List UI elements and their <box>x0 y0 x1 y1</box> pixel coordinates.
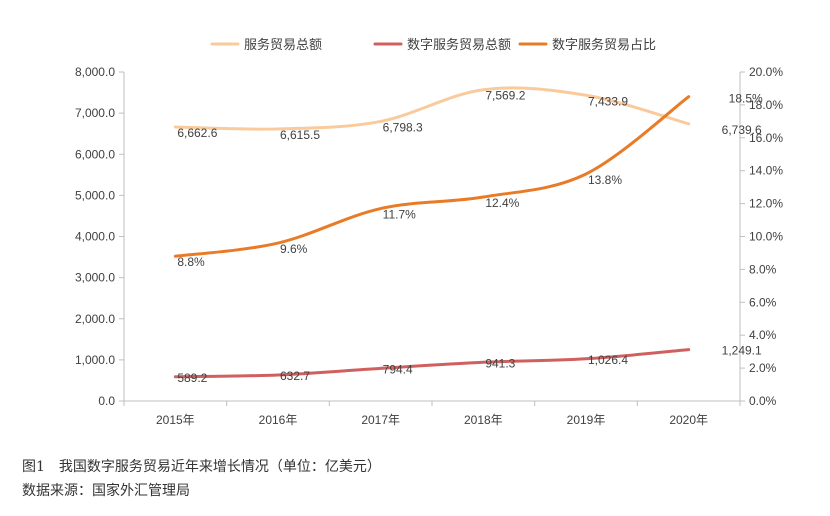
legend-label: 数字服务贸易总额 <box>407 37 511 52</box>
right-y-tick-label: 0.0% <box>749 394 777 408</box>
x-tick-label: 2016年 <box>259 413 298 427</box>
x-tick-label: 2017年 <box>361 413 400 427</box>
left-y-tick-label: 5,000.0 <box>75 188 115 202</box>
figure-number: 图1 <box>22 459 45 475</box>
data-label: 6,739.6 <box>722 123 762 137</box>
x-tick-label: 2015年 <box>156 413 195 427</box>
left-y-tick-label: 3,000.0 <box>75 271 115 285</box>
data-label: 12.4% <box>485 196 519 210</box>
left-y-tick-label: 8,000.0 <box>75 65 115 79</box>
data-label: 6,798.3 <box>383 120 423 134</box>
line-chart: 0.0 1,000.0 2,000.0 3,000.0 4,000.0 5,000.0 6,… <box>75 37 783 427</box>
right-y-tick-label: 14.0% <box>749 164 783 178</box>
data-label: 632.7 <box>280 369 310 383</box>
left-y-tick-label: 1,000.0 <box>75 353 115 367</box>
left-y-tick-label: 7,000.0 <box>75 106 115 120</box>
data-label: 7,433.9 <box>588 94 628 108</box>
right-y-tick-label: 6.0% <box>749 295 777 309</box>
right-y-tick-label: 2.0% <box>749 361 777 375</box>
data-label: 11.7% <box>383 208 416 222</box>
right-y-tick-label: 16.0% <box>749 131 783 145</box>
left-y-tick-label: 2,000.0 <box>75 312 115 326</box>
right-y-tick-label: 18.0% <box>749 98 783 112</box>
x-tick-label: 2020年 <box>669 413 708 427</box>
legend-label: 服务贸易总额 <box>244 37 322 52</box>
x-tick-label: 2018年 <box>464 413 503 427</box>
data-label: 6,662.6 <box>177 126 217 140</box>
data-label: 941.3 <box>485 356 515 370</box>
figure-title: 我国数字服务贸易近年来增长情况（单位：亿美元） <box>58 459 381 475</box>
data-label: 9.6% <box>280 242 308 256</box>
left-y-tick-label: 0.0 <box>98 394 115 408</box>
data-label: 13.8% <box>588 173 622 187</box>
data-source-note: 数据来源：国家外汇管理局 <box>22 483 190 499</box>
x-tick-label: 2019年 <box>567 413 606 427</box>
series-line-2 <box>173 348 691 379</box>
data-label: 6,615.5 <box>280 128 320 142</box>
left-y-tick-label: 6,000.0 <box>75 147 115 161</box>
right-y-tick-label: 12.0% <box>749 197 783 211</box>
right-y-tick-label: 10.0% <box>749 230 783 244</box>
legend-label: 数字服务贸易占比 <box>552 37 656 52</box>
data-label: 589.2 <box>177 371 207 385</box>
right-y-tick-label: 20.0% <box>749 65 783 79</box>
series-line-1 <box>173 86 691 131</box>
data-label: 7,569.2 <box>485 89 525 103</box>
data-label: 8.8% <box>177 255 205 269</box>
data-label: 1,026.4 <box>588 353 628 367</box>
right-y-tick-label: 8.0% <box>749 262 777 276</box>
data-label: 1,249.1 <box>722 344 762 358</box>
figure-caption: 图1 我国数字服务贸易近年来增长情况（单位：亿美元） <box>22 456 381 476</box>
data-label: 18.5% <box>729 92 763 106</box>
right-y-tick-label: 4.0% <box>749 328 777 342</box>
left-y-tick-label: 4,000.0 <box>75 230 115 244</box>
series-line-3 <box>173 95 691 258</box>
data-label: 794.4 <box>383 362 413 376</box>
